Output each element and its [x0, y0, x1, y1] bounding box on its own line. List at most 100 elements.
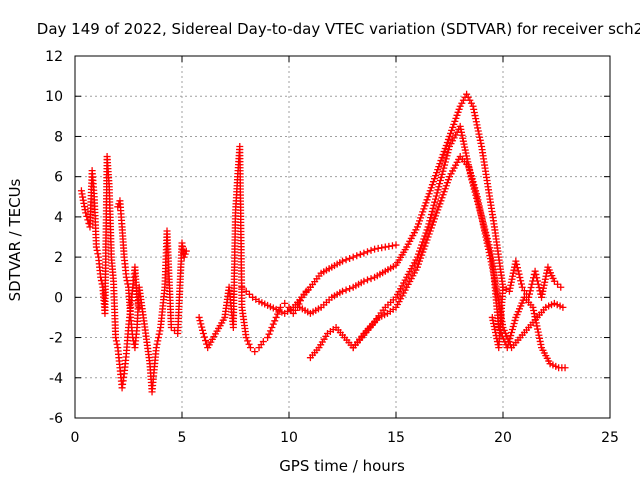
- data-point: [429, 204, 437, 212]
- data-point: [346, 285, 354, 293]
- data-point: [414, 220, 422, 228]
- data-point: [268, 324, 276, 331]
- data-point: [464, 93, 472, 101]
- data-point: [530, 306, 538, 314]
- data-point: [180, 253, 188, 261]
- data-point: [481, 225, 489, 233]
- data-point: [424, 233, 432, 241]
- data-point: [467, 173, 475, 181]
- data-point: [478, 216, 486, 224]
- data-point: [123, 277, 131, 285]
- data-point: [432, 172, 440, 180]
- data-point: [476, 133, 484, 141]
- data-point: [367, 275, 375, 283]
- data-point: [478, 213, 486, 221]
- y-tick-label: -6: [49, 411, 63, 427]
- data-point: [459, 96, 467, 104]
- data-point: [264, 334, 272, 342]
- data-point: [449, 123, 457, 131]
- x-tick-label: 5: [178, 430, 187, 446]
- data-point: [472, 115, 480, 123]
- data-point: [363, 248, 371, 256]
- data-point: [182, 247, 190, 255]
- data-point: [441, 161, 449, 169]
- data-point: [480, 222, 488, 230]
- data-point: [435, 203, 443, 211]
- data-point: [392, 241, 400, 249]
- data-point: [470, 105, 478, 113]
- data-point: [418, 241, 426, 249]
- data-point: [458, 99, 466, 107]
- data-point: [438, 154, 446, 162]
- data-point: [202, 337, 210, 345]
- data-point: [482, 228, 490, 236]
- data-point: [438, 170, 446, 178]
- data-point: [469, 179, 477, 187]
- data-point: [197, 320, 205, 328]
- data-point: [440, 188, 448, 196]
- data-point: [426, 217, 434, 225]
- data-point: [441, 158, 449, 166]
- data-point: [430, 201, 438, 209]
- data-point: [535, 331, 543, 339]
- data-point: [245, 340, 253, 348]
- x-tick-label: 10: [280, 430, 298, 446]
- data-point: [532, 319, 540, 327]
- data-point: [512, 257, 520, 265]
- data-point: [557, 283, 565, 291]
- data-point: [441, 145, 449, 153]
- data-point: [442, 141, 450, 149]
- x-tick-label: 20: [494, 430, 512, 446]
- data-point: [534, 328, 542, 336]
- data-point: [195, 313, 203, 321]
- data-point: [484, 238, 492, 246]
- data-point: [422, 229, 430, 237]
- data-point: [528, 280, 536, 288]
- data-point: [421, 232, 429, 240]
- data-point: [473, 121, 481, 129]
- data-point: [443, 138, 451, 146]
- data-point: [431, 198, 439, 206]
- data-point: [436, 177, 444, 185]
- data-point: [425, 230, 433, 238]
- data-point: [423, 236, 431, 244]
- data-point: [420, 245, 428, 253]
- data-point: [473, 197, 481, 205]
- data-point: [517, 280, 525, 288]
- data-point: [447, 129, 455, 137]
- data-point: [422, 239, 430, 247]
- data-point: [503, 344, 511, 352]
- data-point: [509, 322, 517, 330]
- data-point: [251, 348, 259, 356]
- data-point: [504, 341, 512, 349]
- data-point: [559, 303, 567, 311]
- data-point: [388, 242, 396, 250]
- data-point: [433, 169, 441, 177]
- data-point: [525, 293, 533, 301]
- data-point: [428, 181, 436, 189]
- data-point: [434, 186, 442, 194]
- y-tick-label: 0: [54, 290, 63, 306]
- data-point: [515, 270, 523, 278]
- y-tick-label: 10: [45, 89, 63, 105]
- data-point: [167, 324, 175, 331]
- data-point: [427, 214, 435, 222]
- data-point: [417, 214, 425, 222]
- data-point: [281, 299, 289, 307]
- data-point: [525, 290, 533, 298]
- data-point: [246, 344, 254, 352]
- data-point: [272, 313, 280, 321]
- data-point: [474, 201, 482, 209]
- data-point: [356, 250, 364, 258]
- data-point: [421, 242, 429, 250]
- data-point: [360, 277, 368, 285]
- y-tick-label: -2: [49, 331, 63, 347]
- data-point: [534, 280, 542, 288]
- data-point: [516, 273, 524, 281]
- data-point: [385, 242, 393, 250]
- data-point: [440, 148, 448, 156]
- data-point: [274, 310, 282, 318]
- data-point: [507, 332, 515, 340]
- data-point: [196, 317, 204, 325]
- data-point: [463, 90, 471, 98]
